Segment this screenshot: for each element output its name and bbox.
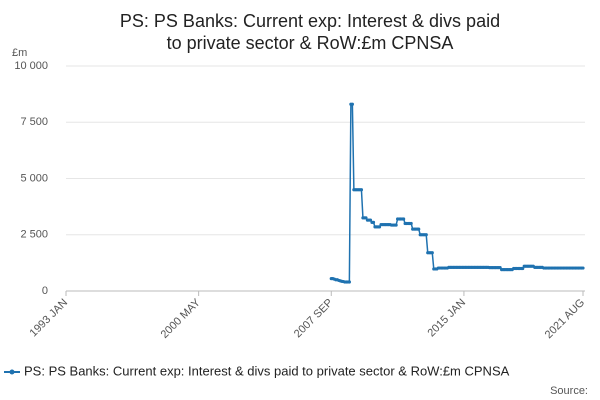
- data-point: [424, 233, 428, 237]
- x-tick-label: 2015 JAN: [425, 297, 468, 340]
- y-tick-label: 0: [42, 285, 48, 297]
- data-point: [402, 217, 406, 221]
- data-point: [359, 188, 364, 192]
- data-point: [368, 218, 373, 222]
- data-point: [347, 280, 351, 284]
- data-point: [581, 266, 585, 270]
- source: Source:: [550, 385, 588, 397]
- data-point: [364, 216, 368, 220]
- data-point: [521, 266, 525, 271]
- data-point: [350, 102, 354, 106]
- data-point: [377, 225, 382, 229]
- data-point: [417, 227, 421, 231]
- y-unit: £m: [12, 47, 27, 59]
- legend-marker: [9, 369, 15, 375]
- x-tick-label: 1993 JAN: [28, 297, 71, 340]
- legend-label: PS: PS Banks: Current exp: Interest & di…: [24, 363, 510, 378]
- y-tick-label: 2 500: [20, 229, 48, 241]
- data-point: [394, 223, 398, 227]
- data-point: [371, 220, 376, 224]
- series-line: [331, 103, 583, 283]
- x-tick-label: 2021 AUG: [543, 297, 587, 341]
- y-tick-label: 10 000: [14, 60, 48, 72]
- x-tick-label: 2007 SEP: [292, 297, 336, 341]
- y-tick-label: 5 000: [20, 172, 48, 184]
- x-tick-label: 2000 MAY: [159, 296, 204, 341]
- data-point: [430, 251, 434, 255]
- chart-title: PS: PS Banks: Current exp: Interest & di…: [120, 11, 500, 53]
- data-point: [409, 221, 413, 226]
- y-tick-label: 7 500: [20, 116, 48, 128]
